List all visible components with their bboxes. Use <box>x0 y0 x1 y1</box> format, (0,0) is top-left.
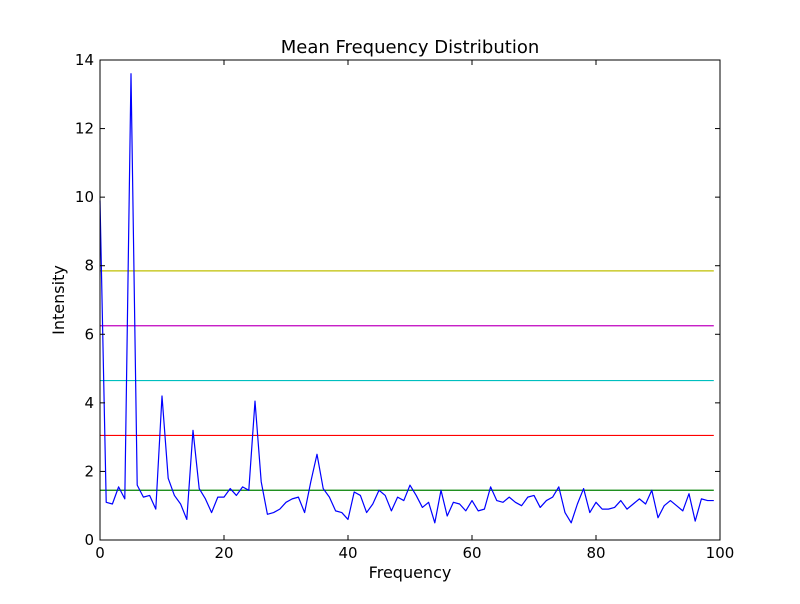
series-layer <box>99 73 714 524</box>
y-tick-label: 6 <box>84 325 94 343</box>
y-tick-label: 12 <box>75 120 94 138</box>
reference-lines <box>100 270 714 491</box>
axis-ticks: 0 20 40 60 80 100 0 2 4 6 8 10 12 14 <box>75 51 734 562</box>
y-tick-label: 10 <box>75 188 94 206</box>
x-tick-label: 40 <box>338 544 357 562</box>
x-axis-label: Frequency <box>369 563 452 582</box>
y-axis-label: Intensity <box>49 265 68 335</box>
x-tick-label: 20 <box>214 544 233 562</box>
chart-title: Mean Frequency Distribution <box>281 37 540 58</box>
x-tick-label: 0 <box>95 544 105 562</box>
y-tick-label: 14 <box>75 51 94 69</box>
x-tick-label: 60 <box>462 544 481 562</box>
x-tick-label: 100 <box>706 544 735 562</box>
x-tick-label: 80 <box>586 544 605 562</box>
y-tick-label: 0 <box>84 531 94 549</box>
y-tick-label: 8 <box>84 257 94 275</box>
plot-area <box>100 60 720 540</box>
y-tick-label: 4 <box>84 394 94 412</box>
series-line-0 <box>99 73 714 524</box>
y-tick-label: 2 <box>84 462 94 480</box>
plot-border <box>99 59 721 541</box>
